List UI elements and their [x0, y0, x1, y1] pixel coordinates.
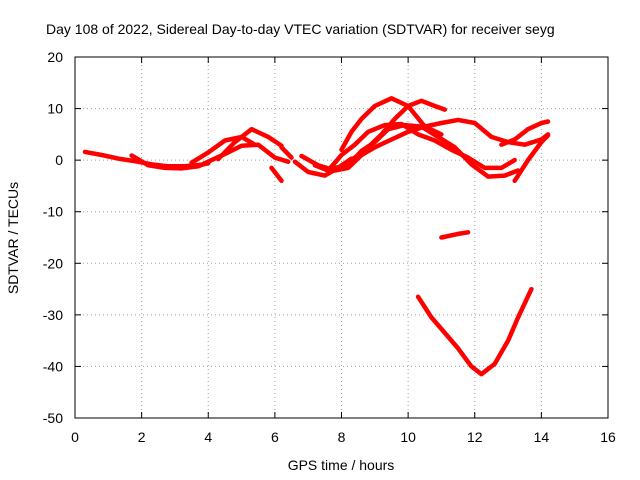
y-axis-label: SDTVAR / TECUs: [5, 182, 21, 294]
x-tick-label: 2: [138, 429, 146, 445]
x-tick-label: 16: [600, 429, 616, 445]
y-tick-label: -40: [43, 358, 63, 374]
y-tick-label: 0: [55, 152, 63, 168]
series-trace-12: [339, 98, 448, 168]
series-trace-16: [415, 286, 534, 377]
x-tick-labels: 0 2 4 6 8 10 12 14 16: [71, 429, 616, 445]
series-trace-15: [439, 230, 471, 240]
series-trace-5: [279, 145, 294, 160]
chart-title: Day 108 of 2022, Sidereal Day-to-day VTE…: [46, 21, 555, 37]
series-trace-11: [339, 96, 444, 153]
grid-lines: [75, 57, 608, 418]
x-tick-label: 14: [534, 429, 550, 445]
series-trace-4: [215, 126, 284, 162]
series-trace-6: [269, 165, 284, 184]
x-axis-label: GPS time / hours: [288, 457, 395, 473]
series-trace-14: [499, 119, 551, 147]
y-tick-label: -10: [43, 204, 63, 220]
series-trace-13: [512, 133, 551, 184]
y-tick-label: -30: [43, 307, 63, 323]
x-tick-label: 10: [400, 429, 416, 445]
y-tick-labels: -50 -40 -30 -20 -10 0 10 20: [43, 49, 63, 426]
series-trace-2: [129, 142, 291, 171]
y-tick-label: 10: [47, 101, 63, 117]
y-tick-label: 20: [47, 49, 63, 65]
x-tick-label: 4: [204, 429, 212, 445]
series-trace-3: [189, 134, 258, 165]
y-tick-label: -50: [43, 410, 63, 426]
x-tick-label: 0: [71, 429, 79, 445]
x-tick-label: 12: [467, 429, 483, 445]
series-trace-9: [312, 121, 517, 173]
x-tick-label: 6: [271, 429, 279, 445]
data-series: [82, 96, 551, 377]
x-tick-label: 8: [338, 429, 346, 445]
y-tick-label: -20: [43, 255, 63, 271]
plot-frame: [74, 56, 609, 419]
